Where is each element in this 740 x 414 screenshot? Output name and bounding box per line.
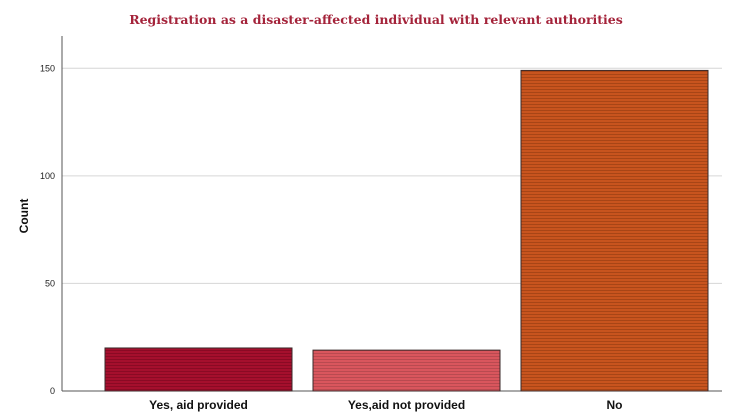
chart-title: Registration as a disaster-affected indi… xyxy=(129,12,623,27)
y-tick-label-150: 150 xyxy=(40,63,55,73)
category-labels: Yes, aid provided Yes,aid not provided No xyxy=(149,398,622,412)
bars xyxy=(104,69,709,392)
bar-1 xyxy=(104,347,293,392)
category-label-2: Yes,aid not provided xyxy=(348,398,465,412)
y-axis-title: Count xyxy=(17,199,31,234)
y-tick-label-0: 0 xyxy=(50,386,55,396)
y-tick-label-100: 100 xyxy=(40,171,55,181)
bar-3 xyxy=(520,69,709,392)
category-label-3: No xyxy=(607,398,623,412)
bar-2 xyxy=(312,349,501,392)
category-label-1: Yes, aid provided xyxy=(149,398,248,412)
y-tick-label-50: 50 xyxy=(45,278,55,288)
y-tick-labels: 0 50 100 150 xyxy=(40,63,55,396)
